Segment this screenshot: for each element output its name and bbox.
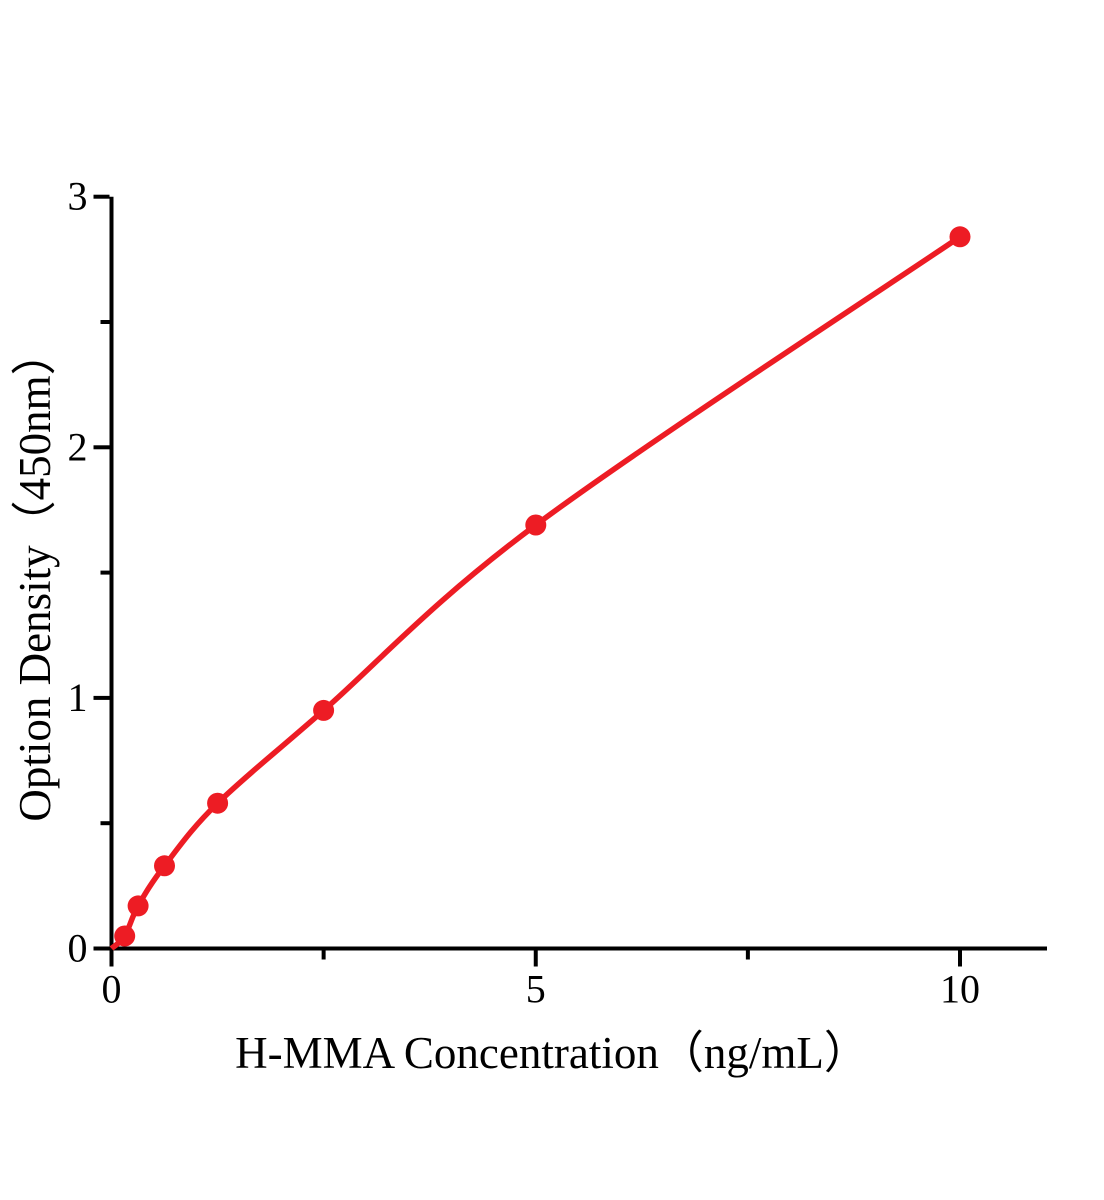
data-point-marker (114, 925, 136, 947)
y-axis-tick-label: 0 (68, 926, 88, 971)
y-axis-title: Option Density（450nm） (10, 330, 61, 822)
y-axis-tick-label: 3 (68, 174, 88, 219)
x-axis-tick-label: 0 (102, 967, 122, 1012)
data-point-marker (207, 792, 229, 814)
y-axis-tick-label: 1 (68, 675, 88, 720)
y-axis-tick-label: 2 (68, 424, 88, 469)
x-axis-title: H-MMA Concentration（ng/mL） (235, 1028, 869, 1078)
data-point-marker (525, 514, 547, 536)
data-point-marker (949, 226, 971, 248)
x-axis-tick-label: 10 (940, 967, 980, 1012)
x-axis-tick-label: 5 (526, 967, 546, 1012)
standard-curve-line (109, 234, 962, 951)
data-point-marker (313, 699, 335, 721)
data-point-marker (127, 895, 149, 917)
data-point-marker (154, 855, 175, 877)
